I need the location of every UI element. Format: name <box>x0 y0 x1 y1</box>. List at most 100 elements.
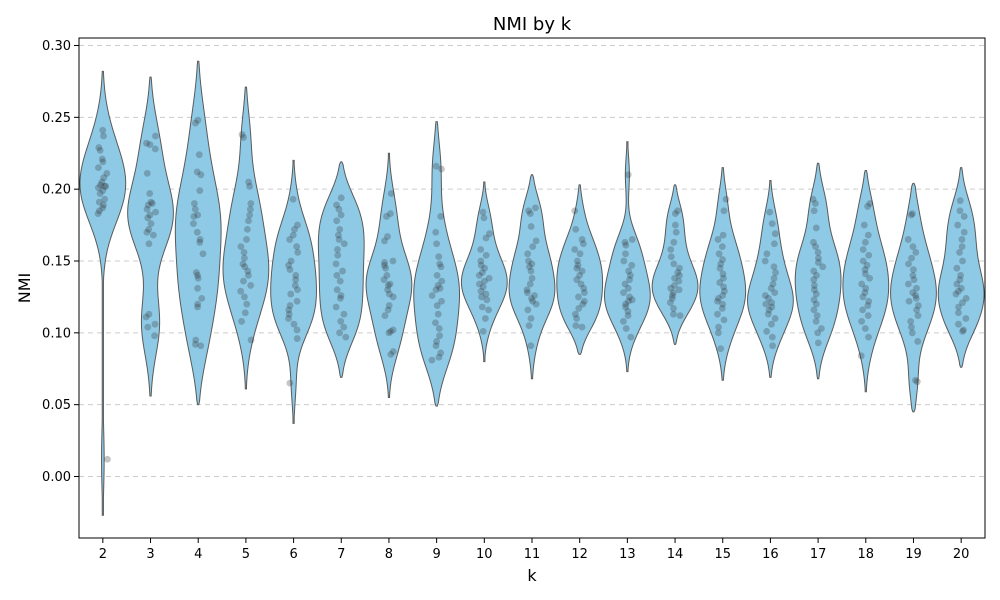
y-tick-label: 0.00 <box>42 470 71 485</box>
strip-point <box>866 200 874 207</box>
strip-point <box>293 297 301 305</box>
strip-point <box>151 145 159 153</box>
strip-point <box>573 276 581 284</box>
strip-point <box>477 261 485 269</box>
strip-point <box>198 294 206 302</box>
strip-point <box>717 260 725 268</box>
strip-point <box>151 332 158 340</box>
strip-point <box>907 211 915 219</box>
strip-point <box>197 342 205 350</box>
strip-point <box>100 174 108 182</box>
strip-point <box>858 317 866 325</box>
strip-point <box>481 277 488 285</box>
strip-point <box>814 339 822 347</box>
strip-point <box>813 271 820 279</box>
strip-point <box>247 336 255 344</box>
strip-point <box>433 271 441 279</box>
strip-point <box>436 332 443 340</box>
strip-point <box>859 246 867 253</box>
strip-point <box>145 240 153 248</box>
strip-point <box>812 224 820 232</box>
y-tick-label: 0.20 <box>42 183 71 198</box>
strip-point <box>94 210 102 217</box>
strip-point <box>238 131 246 138</box>
strip-point <box>194 274 202 282</box>
strip-point <box>527 267 535 275</box>
strip-point <box>771 289 779 297</box>
strip-point <box>772 269 780 276</box>
strip-point <box>428 356 436 364</box>
strip-point <box>147 220 155 228</box>
chart-title: NMI by k <box>493 14 572 35</box>
violin-k-14 <box>651 184 699 345</box>
strip-point <box>192 119 199 127</box>
strip-point <box>190 213 198 220</box>
strip-point <box>247 282 255 289</box>
strip-point <box>432 162 440 170</box>
strip-point <box>809 195 817 203</box>
strip-point <box>624 171 632 179</box>
strip-point <box>385 290 393 298</box>
strip-point <box>865 251 873 259</box>
strip-point <box>955 303 962 311</box>
strip-point <box>761 257 769 265</box>
strip-points <box>94 116 970 463</box>
strip-point <box>191 205 199 213</box>
strip-point <box>335 236 343 243</box>
strip-point <box>626 276 633 284</box>
strip-point <box>955 309 962 317</box>
strip-point <box>762 300 770 308</box>
strip-point <box>720 274 727 282</box>
strip-point <box>143 139 150 147</box>
strip-point <box>905 280 912 288</box>
strip-point <box>532 204 539 212</box>
strip-point <box>96 207 103 215</box>
strip-point <box>719 292 727 299</box>
strip-point <box>572 322 580 330</box>
strip-point <box>719 231 727 239</box>
strip-point <box>810 207 818 215</box>
strip-point <box>240 277 247 285</box>
strip-point <box>285 261 292 269</box>
strip-point <box>910 266 917 274</box>
strip-point <box>862 238 869 246</box>
strip-point <box>381 312 389 319</box>
strip-point <box>339 267 346 275</box>
strip-point <box>476 280 483 288</box>
strip-point <box>98 155 106 163</box>
strip-point <box>676 271 683 279</box>
strip-point <box>100 201 107 209</box>
strip-point <box>671 221 679 229</box>
x-tick-label: 14 <box>667 547 684 562</box>
strip-point <box>384 282 392 289</box>
strip-point <box>103 169 111 177</box>
strip-point <box>333 271 341 279</box>
strip-point <box>912 294 920 302</box>
strip-point <box>383 213 390 220</box>
strip-point <box>765 294 772 302</box>
strip-point <box>293 326 301 334</box>
strip-point <box>620 257 628 265</box>
strip-point <box>383 271 391 279</box>
strip-point <box>580 289 588 297</box>
strip-point <box>810 267 818 275</box>
strip-point <box>387 210 394 217</box>
strip-point <box>955 287 962 295</box>
strip-point <box>674 269 682 276</box>
strip-point <box>152 208 160 216</box>
strip-point <box>768 320 775 328</box>
strip-point <box>246 182 254 190</box>
strip-point <box>237 243 245 251</box>
strip-point <box>334 251 342 259</box>
violin-k-3 <box>127 76 174 397</box>
strip-point <box>771 315 779 322</box>
strip-point <box>578 236 586 243</box>
strip-point <box>579 240 587 248</box>
strip-point <box>624 284 632 292</box>
strip-point <box>818 325 825 332</box>
strip-point <box>147 198 155 206</box>
strip-point <box>719 300 726 308</box>
strip-point <box>769 280 777 288</box>
strip-point <box>148 200 156 207</box>
strip-point <box>529 297 536 305</box>
